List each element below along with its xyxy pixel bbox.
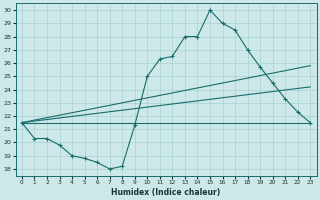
X-axis label: Humidex (Indice chaleur): Humidex (Indice chaleur) [111, 188, 221, 197]
